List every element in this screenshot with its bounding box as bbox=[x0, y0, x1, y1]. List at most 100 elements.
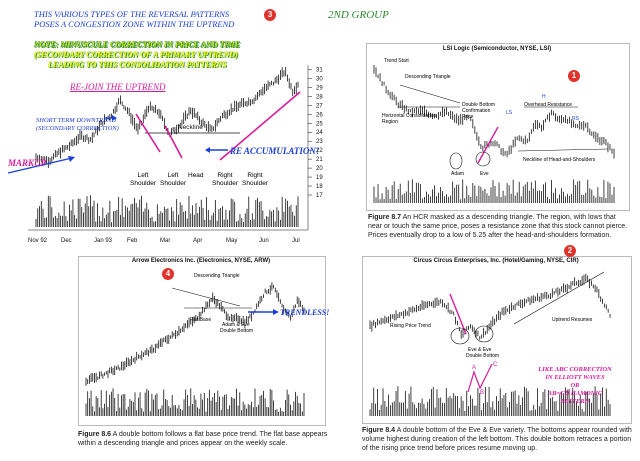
uptrend-pink-line bbox=[219, 91, 301, 161]
right-shoulder-b: Right Shoulder bbox=[242, 172, 269, 187]
fig87-dbc-2: Confirmation bbox=[462, 108, 491, 114]
fig84-c: C bbox=[493, 362, 498, 368]
y-tick-label: 31 bbox=[316, 67, 323, 73]
fig87-eve-circle bbox=[475, 151, 491, 167]
fig86-triangle-top bbox=[171, 287, 241, 307]
note-line-1: NOTE: MINUSCULE CORRECTION IN PRICE AND … bbox=[34, 40, 240, 49]
fig84-abc-4: AB=CD HAMONIC bbox=[547, 390, 603, 397]
x-tick-label: Feb bbox=[127, 238, 138, 244]
y-tick-label: 24 bbox=[316, 130, 323, 136]
reacc-arrow-head bbox=[205, 147, 210, 153]
fig87-caption-text: An HCR masked as a descending triangle. … bbox=[368, 214, 628, 239]
note-line-3: LEADING TO THIS CONSOLIDATION PATTERNS bbox=[48, 60, 227, 69]
note-line-2: (SECONDARY CORRECTION OF A PRIMARY UPTRE… bbox=[34, 50, 238, 59]
fig87-triangle-top bbox=[399, 84, 461, 104]
fig87-desc-triangle: Descending Triangle bbox=[405, 74, 451, 80]
fig87-caption: Figure 8.7 An HCR masked as a descending… bbox=[368, 213, 630, 240]
fig87-neckline bbox=[517, 148, 609, 152]
x-tick-label: Mar bbox=[160, 238, 170, 244]
fig84-abc-1: LIKE ABC CORRECTION bbox=[538, 366, 612, 373]
left-shoulder-b: Left Shoulder bbox=[160, 172, 187, 187]
fig87-trend-start: Trend Start bbox=[384, 58, 409, 64]
fig84-price-bars bbox=[369, 273, 611, 340]
y-tick-label: 19 bbox=[316, 175, 323, 181]
group-label: 2ND GROUP bbox=[328, 9, 389, 21]
fig87-frame bbox=[366, 43, 630, 211]
fig84-abc-box: LIKE ABC CORRECTION IN ELLIOTT WAVES OR … bbox=[530, 366, 620, 406]
fig84-frame bbox=[362, 256, 632, 424]
rejoin-label: RE-JOIN THE UPTREND bbox=[70, 82, 166, 92]
fig84-rising-pink bbox=[449, 293, 467, 335]
fig86-volume-bars bbox=[85, 388, 305, 416]
header-line-2: POSES A CONGESTION ZONE WITHIN THE UPTRE… bbox=[34, 19, 235, 29]
y-tick-label: 26 bbox=[316, 112, 323, 118]
header-line-1: THIS VARIOUS TYPES OF THE REVERSAL PATTE… bbox=[34, 9, 230, 19]
y-tick-label: 28 bbox=[316, 94, 323, 100]
markup-arrow bbox=[7, 157, 73, 174]
y-tick-label: 29 bbox=[316, 85, 323, 91]
fig87-dbc-3: Price bbox=[462, 114, 474, 120]
markup-arrow-head bbox=[68, 156, 75, 162]
x-tick-label: Jun bbox=[259, 238, 269, 244]
fig84-uptrend-resumes: Uptrend Resumes bbox=[552, 317, 593, 323]
main-volume-bars bbox=[35, 195, 299, 227]
fig86-adam-eve-2: Double Bottom bbox=[220, 328, 254, 334]
fig87-dbc-1: Double Bottom bbox=[462, 102, 496, 108]
left-shoulder-a: Left Shoulder bbox=[130, 172, 157, 187]
y-tick-label: 18 bbox=[316, 184, 323, 190]
y-tick-label: 21 bbox=[316, 157, 323, 163]
y-tick-label: 23 bbox=[316, 139, 323, 145]
fig84-b: B bbox=[480, 390, 485, 396]
downtrend-arrow-head bbox=[112, 115, 117, 121]
fig84-volume-bars bbox=[369, 386, 611, 416]
fig86-title: Arrow Electronics Inc. (Electronics, NYS… bbox=[131, 258, 271, 264]
fig84-a: A bbox=[472, 365, 477, 371]
fig87-h: H bbox=[542, 94, 546, 100]
fig84-eve-right bbox=[474, 325, 494, 343]
fig84-rising-trend: Rising Price Trend bbox=[390, 323, 431, 329]
markup-label: MARKUP bbox=[8, 158, 47, 168]
fig87-badge: 1 bbox=[568, 70, 580, 82]
fig84-caption: Figure 8.4 A double bottom of the Eve & … bbox=[362, 426, 634, 453]
fig87-neckline-hs: Neckline of Head-and-Shoulders bbox=[523, 157, 596, 163]
fig86-desc-triangle: Descending Triangle bbox=[194, 273, 240, 279]
fig87-horizontal-1: Horizontal Consolidation bbox=[382, 113, 437, 119]
main-price-bars bbox=[35, 67, 299, 169]
x-tick-label: Jul bbox=[292, 238, 300, 244]
fig84-abc-2: IN ELLIOTT WAVES bbox=[545, 374, 605, 381]
short-term-label-1: SHORT TERM DOWNTREND bbox=[36, 117, 117, 124]
y-tick-label: 22 bbox=[316, 148, 323, 154]
fig87-price-bars bbox=[373, 65, 615, 159]
fig87-horizontal-2: Region bbox=[382, 119, 398, 125]
fig84-uptrend-line bbox=[513, 271, 605, 325]
right-shoulder-a: Right Shoulder bbox=[212, 172, 239, 187]
note-box: NOTE: MINUSCULE CORRECTION IN PRICE AND … bbox=[34, 40, 274, 70]
fig84-eve-left bbox=[450, 327, 470, 345]
y-tick-label: 25 bbox=[316, 121, 323, 127]
fig84-eve-2: Double Bottom bbox=[466, 353, 500, 359]
fig87-overhead: Overhead Resistance bbox=[524, 102, 573, 108]
x-tick-label: May bbox=[226, 238, 237, 244]
x-tick-label: Nov 92 bbox=[28, 238, 48, 244]
fig86-price-bars bbox=[85, 282, 305, 386]
y-tick-label: 20 bbox=[316, 166, 323, 172]
fig86-flat-base: Flat Base bbox=[190, 317, 212, 323]
fig86-adam-eve-1: Adam & Eve bbox=[222, 322, 250, 328]
fig87-adam-circle bbox=[449, 152, 463, 170]
fig84-caption-label: Figure 8.4 bbox=[362, 427, 396, 434]
fig84-caption-text: A double bottom of the Eve & Eve variety… bbox=[362, 427, 632, 452]
badge-3: 3 bbox=[264, 9, 276, 21]
fig87-caption-label: Figure 8.7 bbox=[368, 214, 402, 221]
fig87-eve: Eve bbox=[480, 171, 489, 177]
fig84-badge: 2 bbox=[564, 245, 576, 257]
fig86-badge: 4 bbox=[162, 268, 174, 280]
fig87-adam: Adam bbox=[451, 171, 465, 177]
fig87-eve-pink bbox=[477, 126, 499, 164]
fig86-caption-label: Figure 8.6 bbox=[78, 431, 112, 438]
head-label: Head bbox=[188, 172, 204, 179]
fig84-eve-1: Eve & Eve bbox=[468, 347, 492, 353]
fig84-abc-3: OR bbox=[570, 382, 580, 389]
fig87-ls: LS bbox=[506, 110, 513, 116]
y-tick-label: 17 bbox=[316, 193, 323, 199]
fig86-caption: Figure 8.6 A double bottom follows a fla… bbox=[78, 430, 328, 448]
